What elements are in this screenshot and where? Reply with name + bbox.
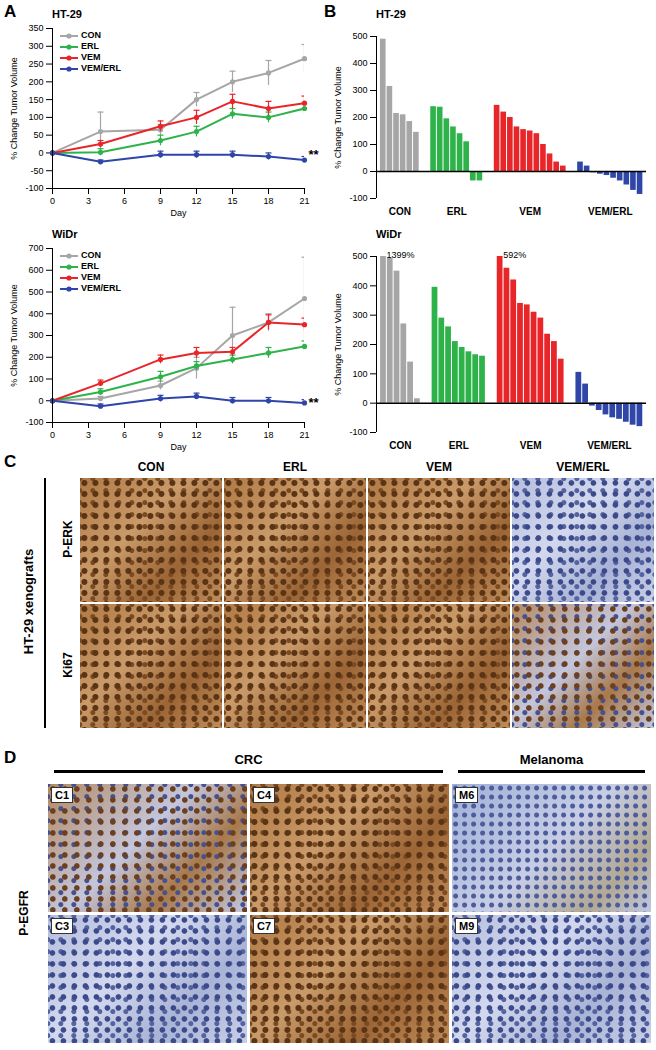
svg-text:0: 0 <box>38 396 43 406</box>
svg-text:400: 400 <box>352 281 367 291</box>
html-text:ERL: ERL <box>81 41 99 51</box>
html-text:CON: CON <box>81 250 101 260</box>
svg-text:200: 200 <box>28 352 43 362</box>
svg-text:300: 300 <box>28 330 43 340</box>
svg-text:3: 3 <box>86 196 91 206</box>
svg-text:-100: -100 <box>349 193 367 203</box>
html-text:WiDr: WiDr <box>376 228 402 240</box>
svg-text:0: 0 <box>50 196 55 206</box>
svg-text:12: 12 <box>191 430 201 440</box>
svg-text:6: 6 <box>122 196 127 206</box>
svg-text:150: 150 <box>28 94 43 104</box>
svg-text:400: 400 <box>28 309 43 319</box>
html-text:M9: M9 <box>459 920 475 932</box>
svg-text:50: 50 <box>33 130 43 140</box>
svg-text:CON: CON <box>389 440 411 451</box>
svg-text:15: 15 <box>227 430 237 440</box>
svg-text:9: 9 <box>158 430 163 440</box>
html-text:VEM: VEM <box>81 272 101 282</box>
svg-text:-100: -100 <box>25 417 43 427</box>
html-text:A: A <box>4 2 17 21</box>
svg-text:100: 100 <box>352 139 367 149</box>
html-text:P-ERK: P-ERK <box>61 520 75 558</box>
svg-text:Day: Day <box>170 442 187 452</box>
svg-text:500: 500 <box>352 31 367 41</box>
svg-text:350: 350 <box>28 23 43 33</box>
svg-text:VEM: VEM <box>520 440 542 451</box>
html-text:C7: C7 <box>257 920 272 932</box>
html-text:CRC: CRC <box>234 752 263 767</box>
svg-text:200: 200 <box>28 77 43 87</box>
svg-text:18: 18 <box>263 196 273 206</box>
svg-text:18: 18 <box>263 430 273 440</box>
svg-text:% Change Tumor Volume: % Change Tumor Volume <box>9 284 19 387</box>
svg-text:500: 500 <box>352 251 367 261</box>
svg-text:600: 600 <box>28 265 43 275</box>
svg-text:300: 300 <box>352 310 367 320</box>
html-text:Melanoma: Melanoma <box>519 752 584 767</box>
svg-text:300: 300 <box>28 41 43 51</box>
html-text:HT-29: HT-29 <box>376 8 406 20</box>
svg-text:CON: CON <box>389 206 411 217</box>
svg-text:0: 0 <box>362 398 367 408</box>
html-text:Ki67: Ki67 <box>61 652 75 678</box>
svg-text:**: ** <box>309 147 320 162</box>
svg-text:100: 100 <box>352 369 367 379</box>
html-text:CON: CON <box>137 460 165 474</box>
svg-text:200: 200 <box>352 339 367 349</box>
svg-text:1399%: 1399% <box>386 250 414 260</box>
svg-text:**: ** <box>309 395 320 410</box>
html-text:HT-29 xenografts: HT-29 xenografts <box>20 548 36 655</box>
svg-text:200: 200 <box>352 112 367 122</box>
svg-text:400: 400 <box>352 58 367 68</box>
html-text:D: D <box>4 748 17 767</box>
svg-text:592%: 592% <box>503 250 526 260</box>
html-text:ERL: ERL <box>81 261 99 271</box>
html-text:VEM: VEM <box>81 52 101 62</box>
svg-text:Day: Day <box>170 208 187 218</box>
html-text:M6: M6 <box>459 789 475 801</box>
svg-text:0: 0 <box>38 148 43 158</box>
svg-text:VEM: VEM <box>519 206 541 217</box>
svg-text:21: 21 <box>299 430 309 440</box>
svg-text:700: 700 <box>28 243 43 253</box>
svg-text:0: 0 <box>50 430 55 440</box>
html-text:CON: CON <box>81 30 101 40</box>
html-text:C: C <box>4 452 17 471</box>
html-text:VEM/ERL: VEM/ERL <box>81 63 121 73</box>
svg-text:500: 500 <box>28 287 43 297</box>
svg-text:250: 250 <box>28 59 43 69</box>
html-text:C1: C1 <box>55 789 70 801</box>
html-text:HT-29: HT-29 <box>52 8 82 20</box>
svg-text:0: 0 <box>362 166 367 176</box>
svg-text:100: 100 <box>28 112 43 122</box>
svg-text:ERL: ERL <box>449 440 469 451</box>
html-text:VEM: VEM <box>426 460 452 474</box>
html-text:C4: C4 <box>257 789 272 801</box>
svg-text:-50: -50 <box>30 166 43 176</box>
svg-text:% Change Tumor Volume: % Change Tumor Volume <box>9 57 19 160</box>
svg-text:15: 15 <box>227 196 237 206</box>
svg-text:-100: -100 <box>349 427 367 437</box>
html-text:VEM/ERL: VEM/ERL <box>81 283 121 293</box>
svg-text:12: 12 <box>191 196 201 206</box>
svg-text:21: 21 <box>299 196 309 206</box>
html-text:P-EGFR: P-EGFR <box>17 890 31 936</box>
html-text:WiDr: WiDr <box>52 228 78 240</box>
svg-text:6: 6 <box>122 430 127 440</box>
html-text:ERL: ERL <box>283 460 307 474</box>
svg-text:9: 9 <box>158 196 163 206</box>
html-text:C3: C3 <box>55 920 70 932</box>
svg-text:100: 100 <box>28 374 43 384</box>
svg-text:300: 300 <box>352 85 367 95</box>
svg-text:-100: -100 <box>25 183 43 193</box>
svg-text:3: 3 <box>86 430 91 440</box>
svg-text:ERL: ERL <box>447 206 467 217</box>
svg-text:VEM/ERL: VEM/ERL <box>588 206 632 217</box>
html-text:B: B <box>324 2 337 21</box>
svg-text:% Change Tumor Volume: % Change Tumor Volume <box>333 66 343 169</box>
svg-text:VEM/ERL: VEM/ERL <box>587 440 631 451</box>
html-text:VEM/ERL: VEM/ERL <box>556 460 610 474</box>
svg-text:% Change Tumor Volume: % Change Tumor Volume <box>333 293 343 396</box>
